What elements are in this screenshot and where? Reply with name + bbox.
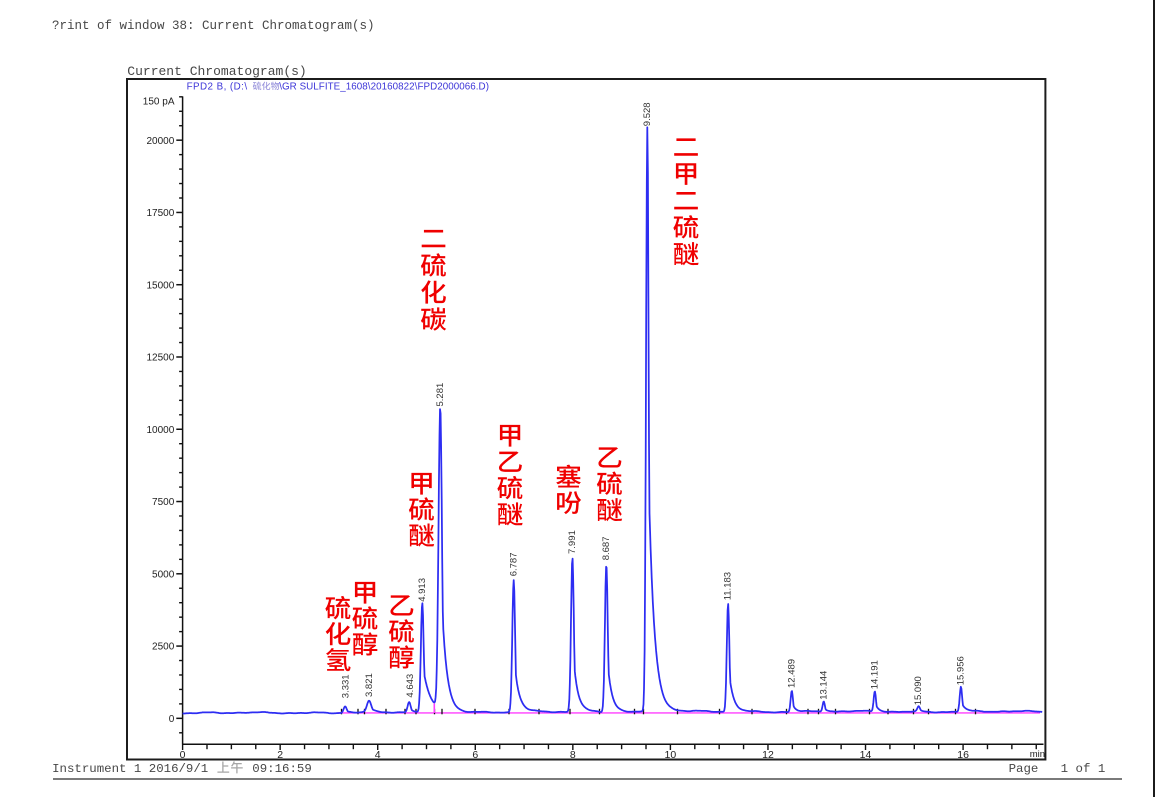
svg-text:15.956: 15.956	[955, 656, 966, 685]
svg-text:0: 0	[169, 714, 175, 725]
svg-text:FPD2 B, (D:\: FPD2 B, (D:\	[187, 81, 248, 92]
svg-text:4.643: 4.643	[405, 674, 416, 698]
svg-text:\GR SULFITE_1608\20160822\FPD2: \GR SULFITE_1608\20160822\FPD2000066.D)	[279, 81, 489, 92]
svg-text:2500: 2500	[152, 642, 175, 653]
svg-text:4.913: 4.913	[417, 578, 428, 602]
svg-text:2: 2	[277, 749, 283, 761]
svg-text:150 pA: 150 pA	[143, 97, 175, 108]
svg-text:9.528: 9.528	[642, 102, 653, 126]
svg-text:10000: 10000	[146, 425, 174, 436]
svg-text:7500: 7500	[152, 497, 175, 508]
svg-text:5000: 5000	[152, 569, 175, 580]
svg-text:7.991: 7.991	[567, 530, 578, 554]
svg-text:6: 6	[472, 749, 478, 761]
svg-text:10: 10	[665, 749, 677, 761]
svg-text:6.787: 6.787	[508, 553, 519, 577]
svg-text:8: 8	[570, 749, 576, 761]
svg-text:15000: 15000	[146, 280, 174, 291]
svg-text:14: 14	[860, 749, 872, 761]
svg-text:16: 16	[957, 749, 969, 761]
svg-text:12: 12	[762, 749, 774, 761]
svg-text:11.183: 11.183	[723, 572, 734, 600]
svg-text:12500: 12500	[146, 353, 174, 364]
svg-text:17500: 17500	[146, 208, 174, 219]
svg-text:5.281: 5.281	[435, 383, 446, 407]
svg-text:3.331: 3.331	[340, 674, 351, 698]
svg-text:3.821: 3.821	[364, 673, 375, 697]
svg-text:0: 0	[180, 749, 186, 761]
svg-text:min: min	[1030, 749, 1045, 760]
svg-text:13.144: 13.144	[818, 671, 829, 700]
svg-text:8.687: 8.687	[601, 537, 612, 561]
svg-text:12.489: 12.489	[786, 659, 797, 688]
svg-text:15.090: 15.090	[913, 676, 924, 705]
svg-text:4: 4	[375, 749, 381, 761]
svg-text:14.191: 14.191	[869, 660, 880, 689]
svg-text:20000: 20000	[146, 136, 174, 147]
